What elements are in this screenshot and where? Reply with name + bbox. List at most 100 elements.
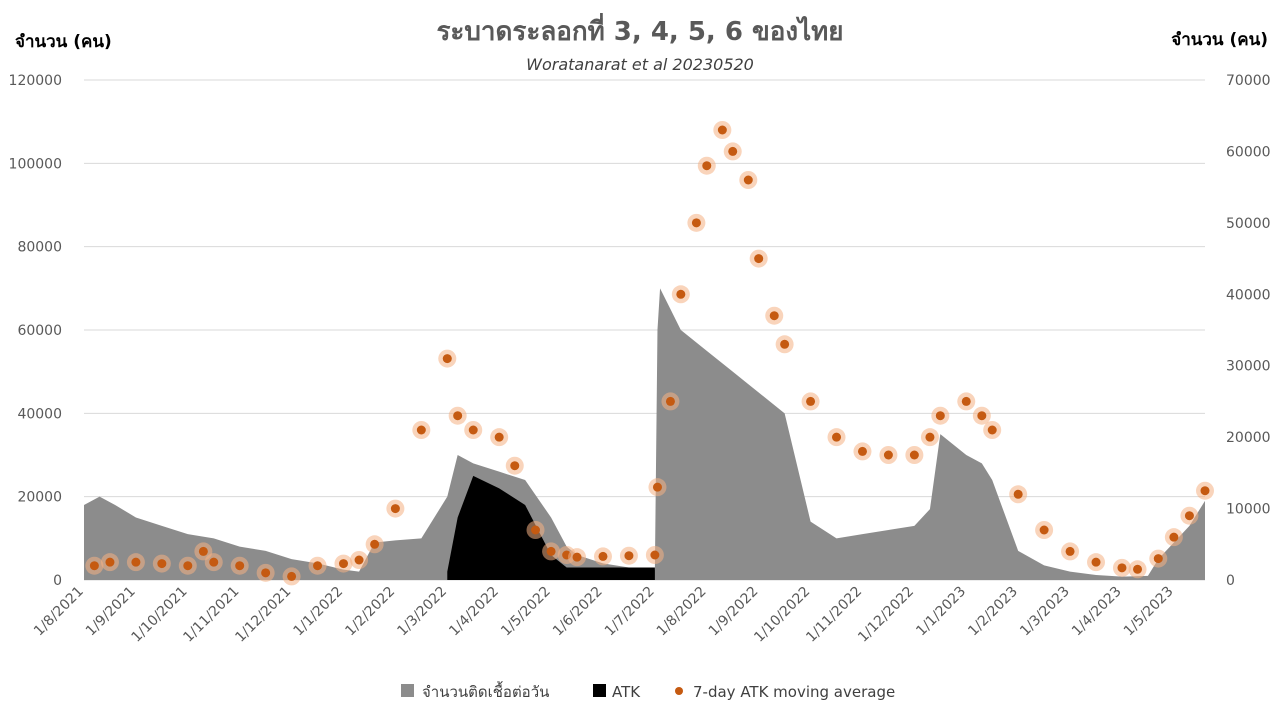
- moving-average-point: [1133, 564, 1143, 574]
- moving-average-point: [183, 561, 193, 571]
- moving-average-point: [780, 339, 790, 349]
- moving-average-point: [531, 525, 541, 535]
- moving-average-point: [198, 546, 208, 556]
- left-tick-label: 20000: [17, 490, 62, 506]
- moving-average-point: [157, 559, 167, 569]
- moving-average-point: [1117, 563, 1127, 573]
- moving-average-point: [510, 461, 520, 471]
- right-tick-label: 0: [1226, 573, 1235, 589]
- moving-average-point: [1091, 557, 1101, 567]
- moving-average-point: [728, 146, 738, 156]
- moving-average-point: [857, 446, 867, 456]
- right-tick-label: 40000: [1226, 287, 1271, 303]
- plot-area: [84, 121, 1214, 586]
- chart-title: ระบาดระลอกที่ 3, 4, 5, 6 ของไทย: [436, 12, 843, 47]
- moving-average-point: [261, 568, 271, 578]
- moving-average-point: [390, 504, 400, 514]
- chart-subtitle: Woratanarat et al 20230520: [526, 55, 754, 74]
- moving-average-point: [89, 561, 99, 571]
- moving-average-point: [1013, 489, 1023, 499]
- series-atk-area: [447, 475, 655, 580]
- left-tick-label: 120000: [9, 73, 62, 89]
- x-tick-label: 1/5/2023: [1121, 584, 1177, 640]
- moving-average-point: [676, 289, 686, 299]
- moving-average-point: [287, 571, 297, 581]
- right-tick-label: 70000: [1226, 73, 1271, 89]
- x-tick-label: 1/6/2022: [550, 584, 606, 640]
- moving-average-point: [977, 411, 987, 421]
- left-axis-ticks: 0 20000 40000 60000 80000 100000 120000: [9, 73, 62, 589]
- left-tick-label: 0: [53, 573, 62, 589]
- moving-average-point: [416, 425, 426, 435]
- moving-average-point: [105, 557, 115, 567]
- moving-average-point: [883, 450, 893, 460]
- x-tick-label: 1/12/2021: [232, 584, 294, 646]
- moving-average-point: [769, 311, 779, 321]
- x-tick-label: 1/4/2023: [1069, 584, 1125, 640]
- moving-average-point: [1065, 546, 1075, 556]
- moving-average-point: [209, 557, 219, 567]
- moving-average-point: [1169, 532, 1179, 542]
- legend-swatch-cases: [401, 684, 414, 697]
- x-tick-label: 1/8/2021: [31, 584, 87, 640]
- moving-average-point: [743, 175, 753, 185]
- right-tick-label: 20000: [1226, 430, 1271, 446]
- moving-average-point: [624, 551, 634, 561]
- moving-average-point: [665, 396, 675, 406]
- moving-average-point: [806, 396, 816, 406]
- series-daily-cases-area: [84, 288, 1205, 580]
- x-tick-label: 1/9/2022: [706, 584, 762, 640]
- moving-average-point: [935, 411, 945, 421]
- left-tick-label: 40000: [17, 406, 62, 422]
- moving-average-point: [702, 161, 712, 171]
- x-tick-label: 1/7/2022: [602, 584, 658, 640]
- left-tick-label: 80000: [17, 240, 62, 256]
- moving-average-point: [1039, 525, 1049, 535]
- left-axis-unit: จำนวน (คน): [15, 32, 112, 52]
- x-tick-label: 1/5/2022: [498, 584, 554, 640]
- right-axis-unit: จำนวน (คน): [1171, 30, 1268, 50]
- moving-average-point: [1184, 511, 1194, 521]
- moving-average-point: [572, 552, 582, 562]
- x-tick-label: 1/4/2022: [446, 584, 502, 640]
- moving-average-point: [370, 539, 380, 549]
- moving-average-point: [598, 551, 608, 561]
- x-axis-ticks: 1/8/20211/9/20211/10/20211/11/20211/12/2…: [31, 584, 1177, 646]
- legend-label-moving-average: 7-day ATK moving average: [693, 683, 895, 701]
- moving-average-point: [313, 561, 323, 571]
- moving-average-point: [442, 354, 452, 364]
- moving-average-point: [961, 396, 971, 406]
- left-tick-label: 60000: [17, 323, 62, 339]
- moving-average-point: [338, 559, 348, 569]
- moving-average-point: [987, 425, 997, 435]
- moving-average-point: [354, 555, 364, 565]
- right-tick-label: 60000: [1226, 144, 1271, 160]
- x-tick-label: 1/8/2022: [654, 584, 710, 640]
- moving-average-point: [1153, 554, 1163, 564]
- x-tick-label: 1/1/2022: [291, 584, 347, 640]
- legend-swatch-moving-average: [675, 687, 683, 695]
- x-tick-label: 1/2/2023: [965, 584, 1021, 640]
- right-tick-label: 30000: [1226, 359, 1271, 375]
- x-tick-label: 1/9/2021: [83, 584, 139, 640]
- legend-label-cases: จำนวนติดเชื้อต่อวัน: [422, 681, 549, 701]
- moving-average-point: [494, 432, 504, 442]
- moving-average-point: [650, 550, 660, 560]
- moving-average-point: [131, 557, 141, 567]
- moving-average-point: [754, 254, 764, 264]
- moving-average-point: [717, 125, 727, 135]
- right-tick-label: 10000: [1226, 502, 1271, 518]
- legend: จำนวนติดเชื้อต่อวัน ATK 7-day ATK moving…: [401, 681, 895, 701]
- legend-swatch-atk: [593, 684, 606, 697]
- moving-average-point: [691, 218, 701, 228]
- moving-average-point: [453, 411, 463, 421]
- x-tick-label: 1/3/2022: [394, 584, 450, 640]
- gridlines: [84, 79, 1205, 581]
- x-tick-label: 1/1/2023: [913, 584, 969, 640]
- right-tick-label: 50000: [1226, 216, 1271, 232]
- x-tick-label: 1/2/2022: [342, 584, 398, 640]
- legend-label-atk: ATK: [612, 683, 641, 701]
- moving-average-point: [909, 450, 919, 460]
- moving-average-point: [832, 432, 842, 442]
